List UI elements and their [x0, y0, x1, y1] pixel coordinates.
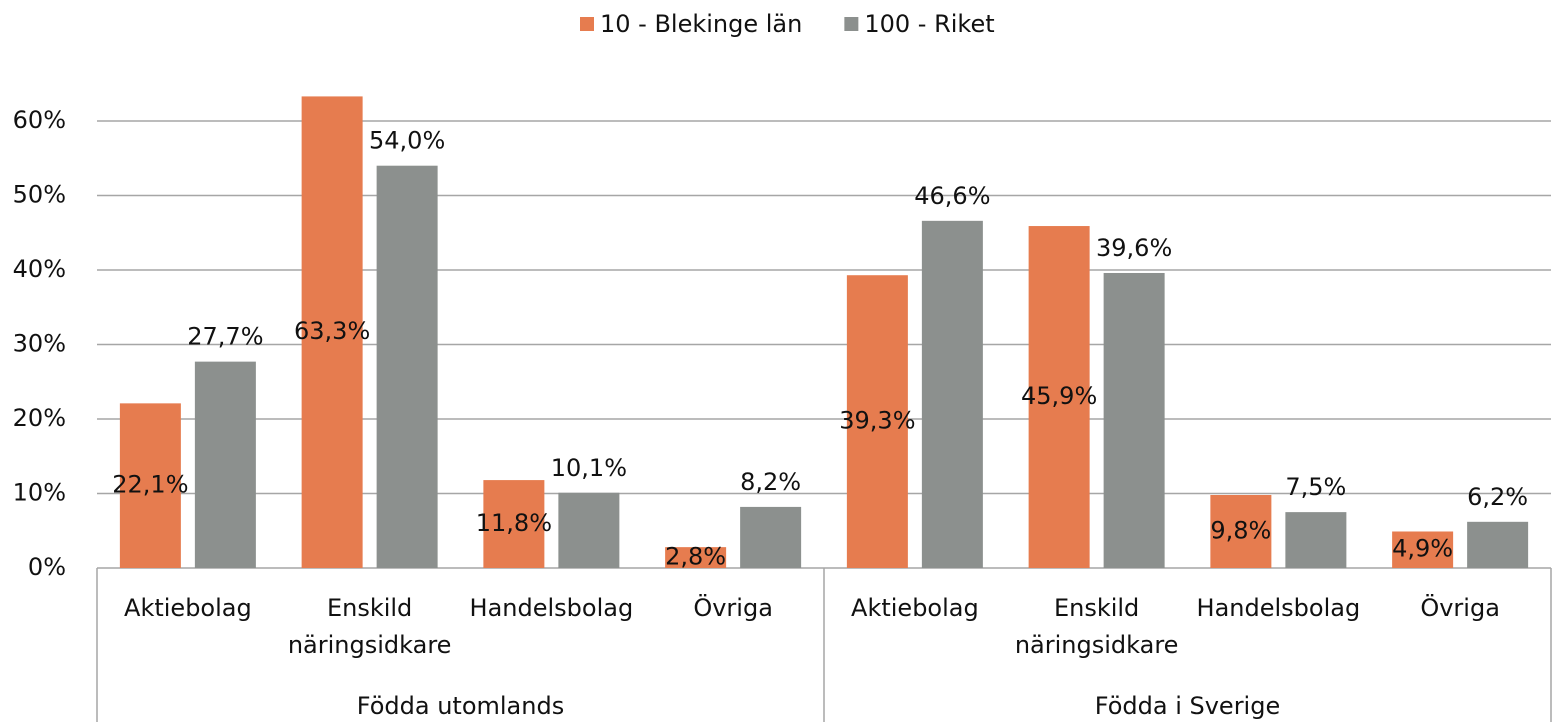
bar — [119, 403, 181, 568]
x-tick-label: Aktiebolag — [851, 594, 979, 622]
x-tick-label: Enskild näringsidkare — [1014, 594, 1179, 659]
x-tick-label: Övriga — [1420, 594, 1500, 622]
bar — [1285, 512, 1347, 568]
y-tick-label: 30% — [13, 330, 66, 358]
y-tick-label: 0% — [28, 553, 66, 581]
bar — [483, 480, 545, 568]
bar — [301, 96, 363, 568]
data-label: 4,9% — [1392, 535, 1453, 563]
bar — [376, 165, 438, 568]
data-label: 39,3% — [839, 407, 915, 435]
bar — [1467, 521, 1529, 568]
data-label: 22,1% — [112, 471, 188, 499]
data-label: 11,8% — [476, 509, 552, 537]
x-tick-label: Aktiebolag — [124, 594, 252, 622]
bar — [1103, 272, 1165, 568]
y-tick-label: 40% — [13, 255, 66, 283]
x-tick-label: Övriga — [693, 594, 773, 622]
data-label: 27,7% — [187, 323, 263, 351]
data-label: 8,2% — [740, 468, 801, 496]
legend-label: 100 - Riket — [864, 10, 994, 38]
y-tick-label: 10% — [13, 479, 66, 507]
bar — [846, 275, 908, 568]
data-label: 7,5% — [1285, 473, 1346, 501]
legend-swatch — [580, 17, 594, 31]
bar — [1392, 531, 1454, 568]
data-label: 9,8% — [1210, 516, 1271, 544]
bar — [1210, 494, 1272, 568]
bar — [194, 361, 256, 568]
legend-label: 10 - Blekinge län — [600, 10, 802, 38]
group-label: Födda utomlands — [356, 692, 565, 720]
data-label: 39,6% — [1096, 234, 1172, 262]
bar — [1028, 226, 1090, 569]
x-tick-label: Handelsbolag — [1196, 594, 1361, 622]
data-label: 6,2% — [1467, 483, 1528, 511]
bar — [921, 220, 983, 568]
data-label: 46,6% — [914, 182, 990, 210]
data-label: 54,0% — [369, 127, 445, 155]
data-label: 63,3% — [294, 317, 370, 345]
y-tick-label: 50% — [13, 181, 66, 209]
group-label: Födda i Sverige — [1094, 692, 1281, 720]
bar — [740, 506, 802, 568]
data-label: 10,1% — [551, 454, 627, 482]
x-tick-label: Handelsbolag — [469, 594, 634, 622]
bar — [665, 547, 727, 568]
legend-swatch — [844, 17, 859, 31]
y-tick-label: 20% — [13, 404, 66, 432]
data-label: 45,9% — [1021, 382, 1097, 410]
bar — [558, 492, 620, 568]
y-tick-label: 60% — [13, 106, 66, 134]
data-label: 2,8% — [665, 543, 726, 571]
x-tick-label: Enskild näringsidkare — [287, 594, 452, 659]
